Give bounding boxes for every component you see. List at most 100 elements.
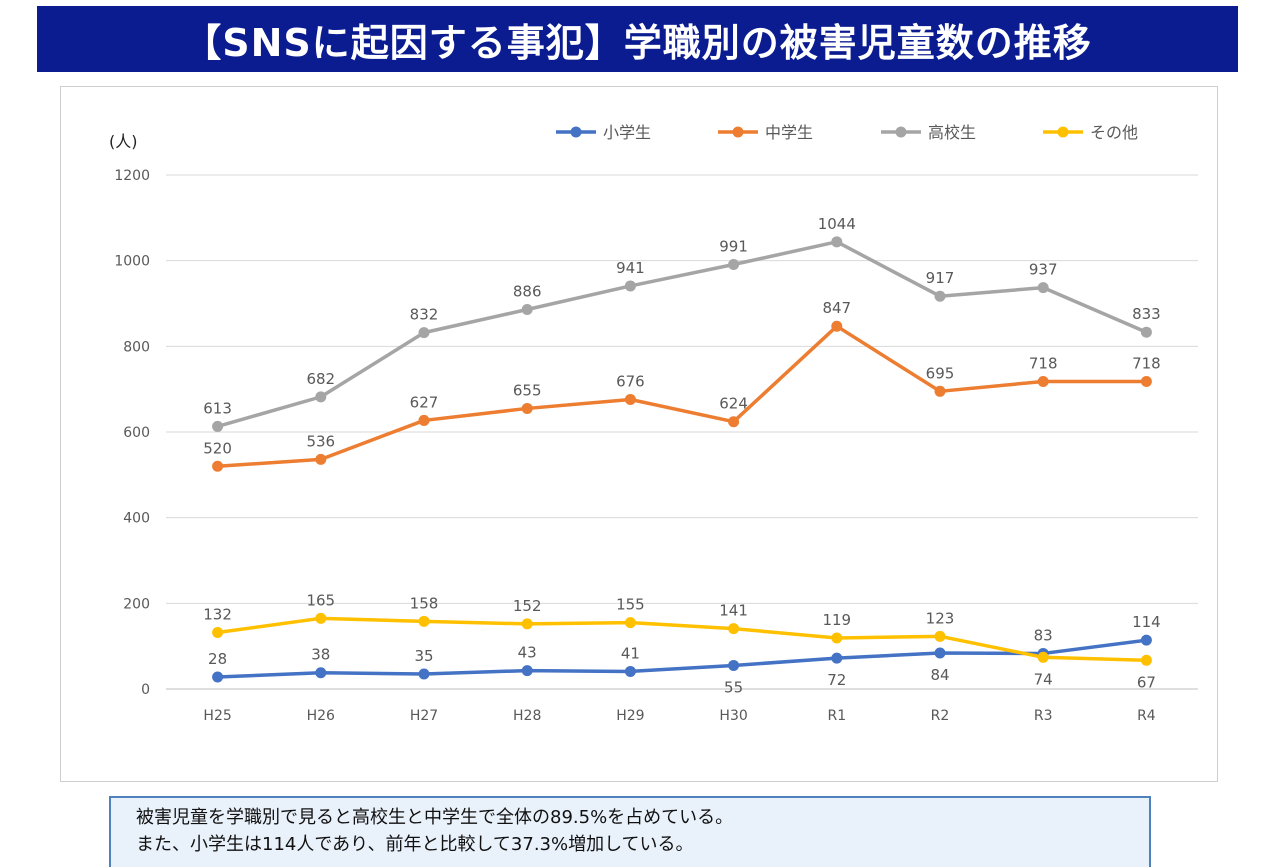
data-label: 84: [930, 666, 949, 684]
data-label: 28: [208, 650, 227, 668]
data-label: 917: [926, 269, 955, 287]
data-labels: 28 38 35 43 41 55 72 84 83 114 520 536 627 655 676 624 8…: [203, 215, 1160, 697]
data-point: [315, 391, 327, 403]
x-tick-label: H27: [410, 708, 438, 724]
y-tick-label: 200: [123, 596, 150, 612]
data-point: [521, 402, 533, 414]
series-line-1: [215, 324, 1149, 469]
data-label: 941: [616, 259, 645, 277]
series-lines: [212, 236, 1152, 683]
data-point: [315, 612, 327, 624]
legend-swatch-marker: [732, 126, 744, 138]
data-label: 152: [513, 597, 542, 615]
series-line-3: [215, 616, 1149, 663]
data-point: [831, 632, 843, 644]
grid-lines: [166, 174, 1198, 690]
data-label: 847: [822, 299, 851, 317]
data-point: [1140, 375, 1152, 387]
data-point: [831, 236, 843, 248]
data-label: 132: [203, 605, 232, 623]
data-label: 833: [1132, 305, 1161, 323]
data-point: [934, 290, 946, 302]
data-point: [728, 259, 740, 271]
data-label: 937: [1029, 261, 1058, 279]
chart-frame: 0 200 400 600 800 1000 1200 H25 H26 H27 H28 H29 H30…: [60, 86, 1218, 782]
data-point: [831, 652, 843, 664]
data-point: [934, 630, 946, 642]
data-point: [1140, 654, 1152, 666]
data-label: 67: [1137, 673, 1156, 691]
page-title: 【SNSに起因する事犯】学職別の被害児童数の推移: [37, 6, 1238, 72]
y-axis-unit-label: (人): [109, 132, 138, 151]
summary-note: 被害児童を学職別で見ると高校生と中学生で全体の89.5%を占めている。 また、小…: [109, 796, 1151, 867]
data-point: [418, 615, 430, 627]
x-tick-label: R4: [1137, 708, 1156, 724]
data-label: 991: [719, 238, 748, 256]
data-label: 520: [203, 439, 232, 457]
series-line-2: [215, 240, 1149, 429]
data-label: 695: [926, 364, 955, 382]
data-point: [624, 280, 636, 292]
legend-swatch-marker: [895, 126, 907, 138]
summary-note-line-1: 被害児童を学職別で見ると高校生と中学生で全体の89.5%を占めている。: [136, 807, 734, 828]
legend: 小学生 中学生 高校生 その他: [556, 123, 1138, 142]
legend-swatch-marker: [1057, 126, 1069, 138]
data-label: 536: [306, 432, 335, 450]
x-tick-label: H25: [203, 708, 231, 724]
data-label: 886: [513, 282, 542, 300]
data-point: [624, 665, 636, 677]
data-point: [1037, 651, 1049, 663]
summary-note-line-2: また、小学生は114人であり、前年と比較して37.3%増加している。: [136, 834, 694, 855]
data-point: [934, 647, 946, 659]
legend-label: 中学生: [765, 123, 813, 142]
data-point: [1037, 375, 1049, 387]
y-tick-label: 0: [141, 682, 150, 698]
data-label: 141: [719, 602, 748, 620]
data-point: [315, 667, 327, 679]
data-label: 55: [724, 678, 743, 696]
data-label: 74: [1034, 670, 1053, 688]
data-point: [521, 618, 533, 630]
data-label: 35: [414, 647, 433, 665]
data-label: 682: [306, 370, 335, 388]
data-label: 627: [410, 393, 439, 411]
data-label: 114: [1132, 613, 1161, 631]
y-tick-label: 800: [123, 339, 150, 355]
data-label: 624: [719, 395, 748, 413]
data-label: 1044: [818, 215, 856, 233]
data-point: [934, 385, 946, 397]
data-point: [624, 617, 636, 629]
y-tick-label: 600: [123, 425, 150, 441]
data-point: [1037, 282, 1049, 294]
y-tick-label: 1200: [114, 168, 150, 184]
data-point: [315, 453, 327, 465]
data-point: [212, 626, 224, 638]
data-label: 41: [621, 644, 640, 662]
data-label: 119: [822, 611, 851, 629]
data-label: 655: [513, 381, 542, 399]
x-tick-label: H26: [307, 708, 335, 724]
data-point: [418, 327, 430, 339]
data-point: [521, 665, 533, 677]
data-label: 613: [203, 399, 232, 417]
data-label: 43: [518, 644, 537, 662]
x-tick-label: R2: [931, 708, 950, 724]
data-point: [521, 303, 533, 315]
data-label: 123: [926, 609, 955, 627]
x-tick-label: H29: [616, 708, 644, 724]
x-tick-label: H30: [719, 708, 747, 724]
data-label: 832: [410, 306, 439, 324]
data-label: 83: [1034, 626, 1053, 644]
data-point: [831, 320, 843, 332]
data-label: 718: [1132, 354, 1161, 372]
legend-label: 小学生: [603, 123, 651, 142]
data-point: [624, 393, 636, 405]
x-tick-label: R1: [827, 708, 846, 724]
y-tick-labels: 0 200 400 600 800 1000 1200: [114, 168, 150, 698]
data-point: [212, 671, 224, 683]
data-label: 72: [827, 671, 846, 689]
y-tick-label: 400: [123, 511, 150, 527]
line-chart: 0 200 400 600 800 1000 1200 H25 H26 H27 H28 H29 H30…: [109, 123, 1198, 724]
x-tick-labels: H25 H26 H27 H28 H29 H30 R1 R2 R3 R4: [203, 708, 1155, 724]
data-point: [418, 668, 430, 680]
